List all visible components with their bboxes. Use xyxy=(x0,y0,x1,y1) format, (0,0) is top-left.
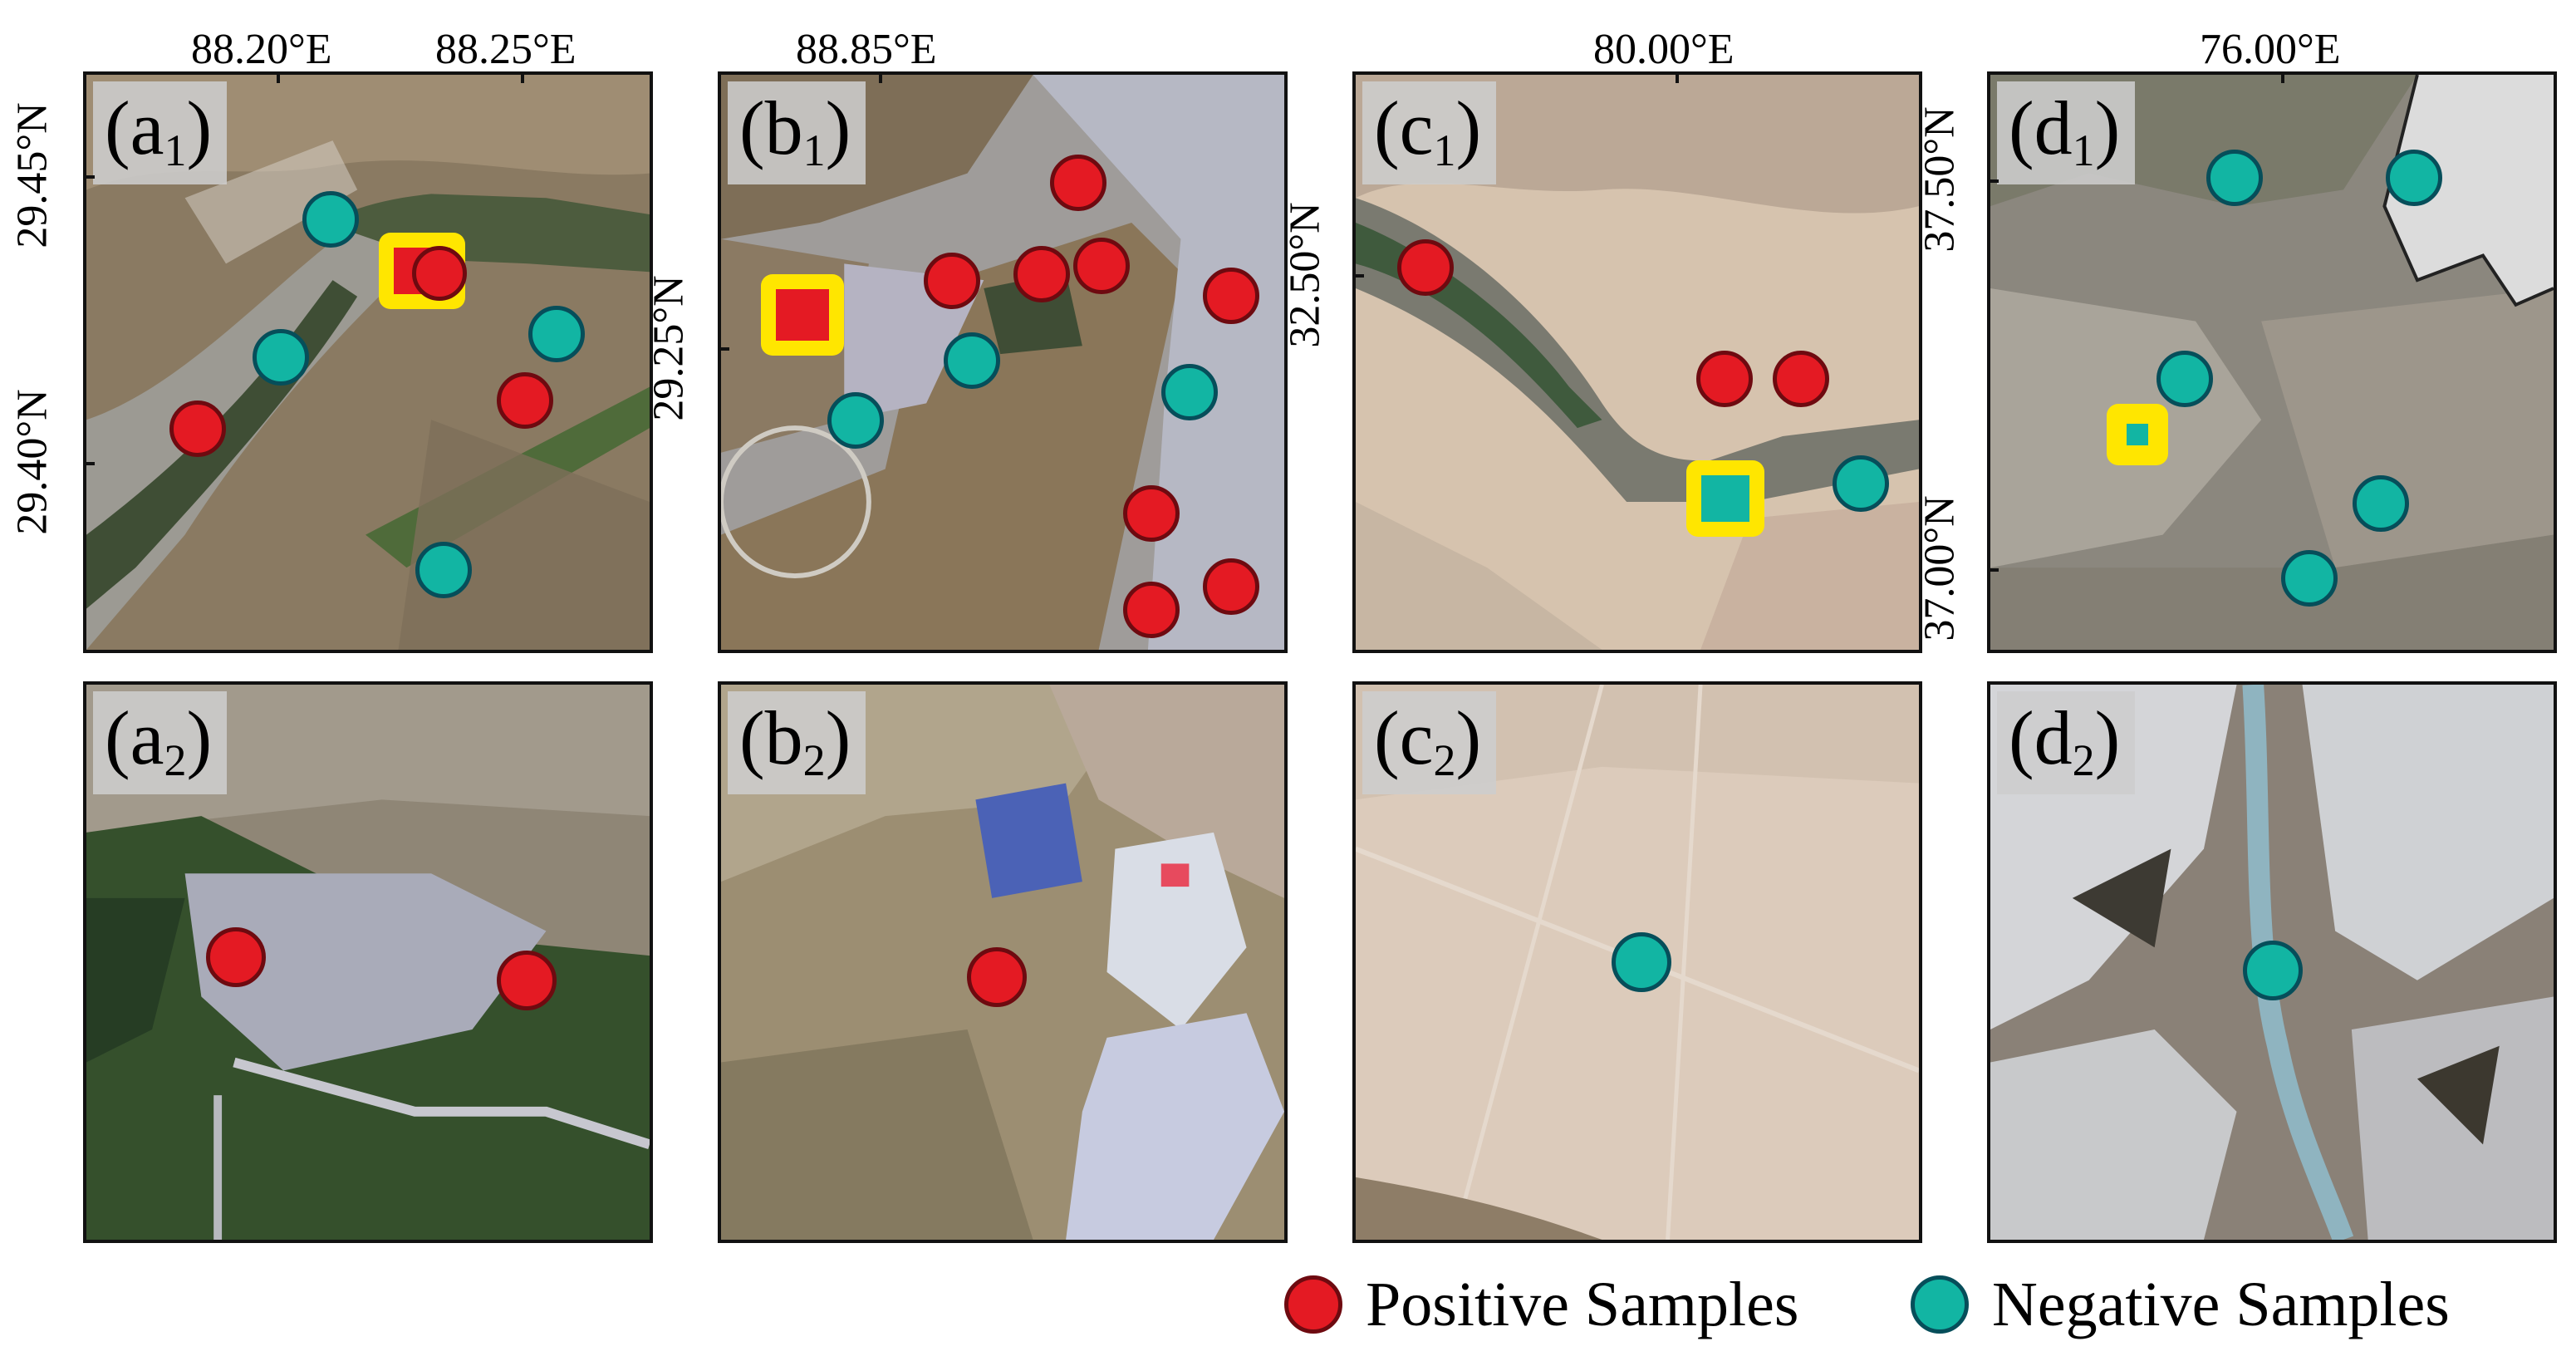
axis-tick xyxy=(1676,71,1679,83)
panel-label-b1: (b1) xyxy=(728,81,866,184)
negative-sample-marker xyxy=(2243,941,2303,1000)
axis-tick xyxy=(1987,179,1999,183)
panel-c1: (c1) xyxy=(1352,71,1922,653)
negative-sample-marker xyxy=(1161,364,1218,420)
positive-sample-marker xyxy=(497,951,557,1010)
axis-tick xyxy=(83,175,95,179)
panel-label-d2: (d2) xyxy=(1997,691,2136,794)
panel-b2: (b2) xyxy=(718,681,1288,1243)
legend-positive-label: Positive Samples xyxy=(1366,1270,1799,1339)
positive-sample-marker xyxy=(1696,351,1753,407)
lon-tick-label: 88.85°E xyxy=(796,26,937,73)
negative-sample-marker xyxy=(302,191,359,248)
axis-tick xyxy=(1352,274,1364,278)
axis-tick xyxy=(879,71,882,83)
lon-tick-label: 88.20°E xyxy=(191,26,332,73)
positive-legend-marker xyxy=(1284,1275,1342,1334)
negative-sample-marker xyxy=(2156,351,2213,407)
lon-tick-label: 76.00°E xyxy=(2200,26,2341,73)
positive-sample-marker xyxy=(497,372,553,429)
panel-label-c2: (c2) xyxy=(1362,691,1497,794)
negative-sample-marker xyxy=(528,306,585,362)
lon-tick-label: 80.00°E xyxy=(1593,26,1735,73)
positive-sample-marker xyxy=(1050,155,1106,211)
panel-label-c1: (c1) xyxy=(1362,81,1497,184)
panel-label-d1: (d1) xyxy=(1997,81,2136,184)
legend-positive: Positive Samples xyxy=(1284,1273,1798,1336)
highlight-box xyxy=(761,274,844,356)
positive-sample-marker xyxy=(1773,351,1829,407)
highlight-box xyxy=(1686,460,1764,537)
lat-tick-label: 29.45°N xyxy=(8,102,56,248)
positive-sample-marker xyxy=(1397,239,1454,296)
negative-sample-marker xyxy=(2386,150,2442,206)
axis-tick xyxy=(718,347,729,351)
positive-sample-marker xyxy=(1203,558,1259,615)
axis-tick xyxy=(521,71,524,83)
negative-sample-marker xyxy=(1612,932,1671,992)
negative-sample-marker xyxy=(944,332,1000,389)
negative-sample-marker xyxy=(2353,475,2409,532)
panel-b1: (b1) xyxy=(718,71,1288,653)
lat-tick-label: 37.00°N xyxy=(1916,495,1964,641)
positive-sample-marker xyxy=(1123,485,1180,542)
positive-sample-marker xyxy=(924,253,980,309)
positive-sample-marker xyxy=(206,927,266,987)
lon-tick-label: 88.25°E xyxy=(435,26,577,73)
negative-sample-marker xyxy=(1833,455,1889,512)
positive-sample-marker xyxy=(967,947,1027,1007)
positive-sample-marker xyxy=(412,246,467,301)
axis-tick xyxy=(2281,71,2284,83)
panel-label-b2: (b2) xyxy=(728,691,866,794)
legend-negative: Negative Samples xyxy=(1911,1273,2450,1336)
lat-tick-label: 29.40°N xyxy=(8,389,56,535)
panel-c2: (c2) xyxy=(1352,681,1922,1243)
negative-sample-marker xyxy=(827,392,884,449)
positive-sample-marker xyxy=(1203,268,1259,324)
legend-negative-label: Negative Samples xyxy=(1992,1270,2450,1339)
panel-d2: (d2) xyxy=(1987,681,2557,1243)
negative-legend-marker xyxy=(1911,1275,1969,1334)
axis-tick xyxy=(277,71,280,83)
panel-label-a2: (a2) xyxy=(93,691,228,794)
lat-tick-label: 32.50°N xyxy=(1281,202,1329,348)
lat-tick-label: 37.50°N xyxy=(1916,106,1964,253)
panel-d1: (d1) xyxy=(1987,71,2557,653)
negative-sample-marker xyxy=(2206,150,2263,206)
positive-sample-marker xyxy=(1123,582,1180,638)
panel-a2: (a2) xyxy=(83,681,653,1243)
positive-sample-marker xyxy=(169,400,226,457)
axis-tick xyxy=(83,462,95,465)
axis-tick xyxy=(1987,568,1999,572)
panel-a1: (a1) xyxy=(83,71,653,653)
negative-sample-marker xyxy=(253,329,309,386)
negative-sample-marker xyxy=(2281,550,2338,607)
lat-tick-label: 29.25°N xyxy=(645,275,693,421)
panel-label-a1: (a1) xyxy=(93,81,228,184)
satellite-image-a2 xyxy=(86,685,650,1240)
negative-sample-marker xyxy=(415,542,472,598)
positive-sample-marker xyxy=(1073,238,1130,294)
positive-sample-marker xyxy=(1013,246,1070,302)
highlight-box xyxy=(2107,404,2168,465)
